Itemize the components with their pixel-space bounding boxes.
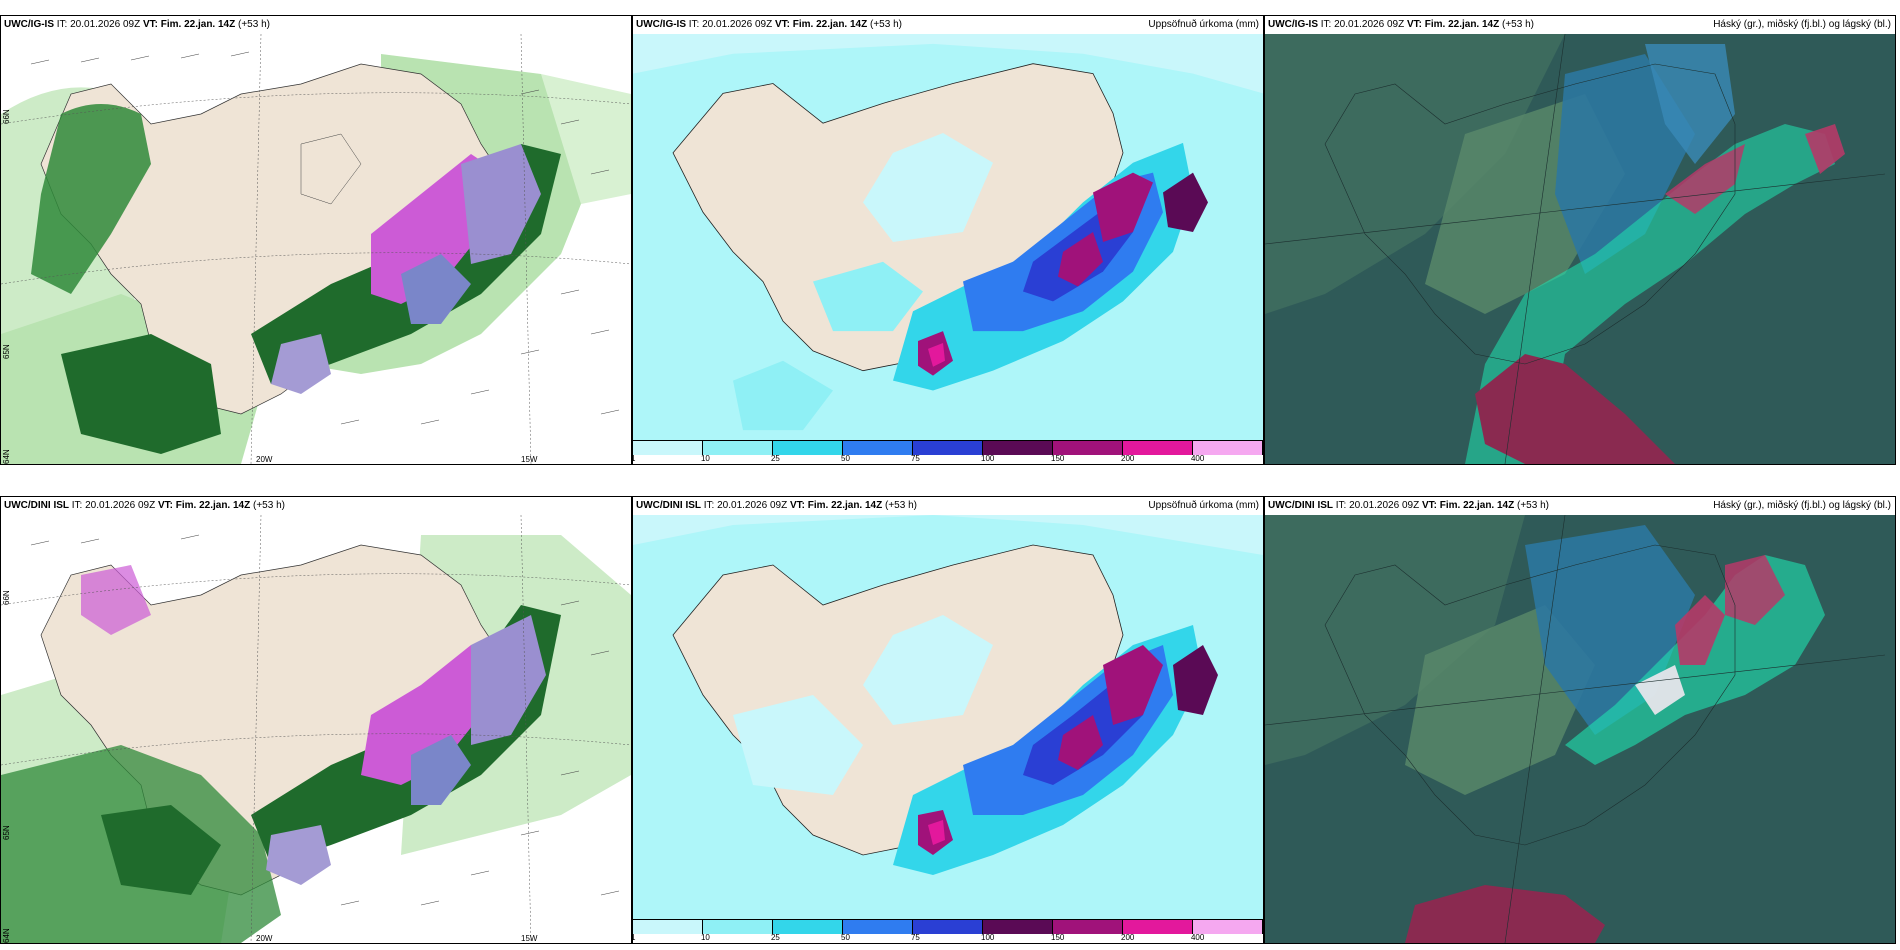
accum-precip-panel-bottom: UWC/DINI ISL IT: 20.01.2026 09Z VT: Fim.… [632,496,1264,944]
cloud-map [1265,515,1895,943]
legend-color-bar [633,919,1263,934]
map-area [1265,34,1895,464]
legend-swatch [913,441,983,455]
legend-label: 400 [1190,454,1205,463]
panel-header: UWC/IG-IS IT: 20.01.2026 09Z VT: Fim. 22… [1265,16,1895,34]
lat-label-64: 64N [2,928,11,943]
legend-label: 200 [1121,933,1135,942]
legend-swatch [633,920,703,934]
lat-label-66: 66N [2,590,11,605]
legend-swatch [703,920,773,934]
legend-labels: 1 10 25 50 75 100 150 200 400 [633,933,1263,943]
legend-swatch [1193,920,1263,934]
wind-map [1,515,631,943]
panel-header: UWC/DINI ISL IT: 20.01.2026 09Z VT: Fim.… [1,497,631,515]
lon-label-20w: 20W [256,455,273,464]
legend-swatch [843,441,913,455]
legend-swatch [1053,441,1123,455]
precip-title: Uppsöfnuð úrkoma (mm) [1148,19,1259,30]
legend-labels: 1 10 25 50 75 100 150 200 400 [633,454,1263,464]
legend-swatch [1193,441,1263,455]
cloud-title: Háský (gr.), miðský (fj.bl.) og lágský (… [1713,19,1891,30]
legend-label: 150 [1051,454,1065,463]
panel-header: UWC/IG-IS IT: 20.01.2026 09Z VT: Fim. 22… [633,16,1263,34]
map-area [633,34,1263,440]
legend-label: 50 [841,933,850,942]
panel-header: UWC/DINI ISL IT: 20.01.2026 09Z VT: Fim.… [633,497,1263,515]
precip-map [633,515,1263,919]
lat-label-64: 64N [2,449,11,464]
legend-label: 150 [1051,933,1065,942]
legend-label: 100 [981,933,995,942]
legend-swatch [1123,920,1193,934]
legend-label: 1 [633,933,635,942]
cloud-cover-panel-bottom: UWC/DINI ISL IT: 20.01.2026 09Z VT: Fim.… [1264,496,1896,944]
lon-label-15w: 15W [521,934,538,943]
legend-swatch [773,920,843,934]
cloud-map [1265,34,1895,464]
legend-swatch [1053,920,1123,934]
legend-label: 10 [700,933,710,942]
lon-label-15w: 15W [521,455,538,464]
lon-label-20w: 20W [256,934,273,943]
legend-label: 75 [910,454,920,463]
legend-swatch [983,441,1053,455]
precip-title: Uppsöfnuð úrkoma (mm) [1148,500,1259,511]
wind-precip-panel-top: UWC/IG-IS IT: 20.01.2026 09Z VT: Fim. 22… [0,15,632,465]
wind-map [1,34,631,464]
legend-label: 50 [841,454,850,463]
legend-swatch [983,920,1053,934]
legend-swatch [773,441,843,455]
legend-label: 25 [770,454,780,463]
lat-label-66: 66N [2,109,11,124]
panel-header: UWC/DINI ISL IT: 20.01.2026 09Z VT: Fim.… [1265,497,1895,515]
legend-label: 75 [910,933,920,942]
legend-label: 25 [770,933,780,942]
legend-label: 100 [981,454,995,463]
cloud-cover-panel-top: UWC/IG-IS IT: 20.01.2026 09Z VT: Fim. 22… [1264,15,1896,465]
cloud-title: Háský (gr.), miðský (fj.bl.) og lágský (… [1713,500,1891,511]
legend-swatch [633,441,703,455]
panel-header: UWC/IG-IS IT: 20.01.2026 09Z VT: Fim. 22… [1,16,631,34]
map-area [633,515,1263,919]
precip-legend: 1 10 25 50 75 100 150 200 400 [633,919,1263,943]
precip-map [633,34,1263,440]
legend-label: 10 [700,454,710,463]
lat-label-65: 65N [2,344,11,359]
legend-label: 200 [1121,454,1135,463]
legend-swatch [843,920,913,934]
legend-swatch [703,441,773,455]
legend-label: 400 [1190,933,1205,942]
legend-swatch [1123,441,1193,455]
map-area: 66N 65N 64N 20W 15W [1,34,631,464]
map-area: 66N 65N 64N 20W 15W [1,515,631,943]
lat-label-65: 65N [2,825,11,840]
precip-legend: 1 10 25 50 75 100 150 200 400 [633,440,1263,464]
legend-color-bar [633,440,1263,455]
wind-precip-panel-bottom: UWC/DINI ISL IT: 20.01.2026 09Z VT: Fim.… [0,496,632,944]
accum-precip-panel-top: UWC/IG-IS IT: 20.01.2026 09Z VT: Fim. 22… [632,15,1264,465]
legend-label: 1 [633,454,635,463]
map-area [1265,515,1895,943]
legend-swatch [913,920,983,934]
